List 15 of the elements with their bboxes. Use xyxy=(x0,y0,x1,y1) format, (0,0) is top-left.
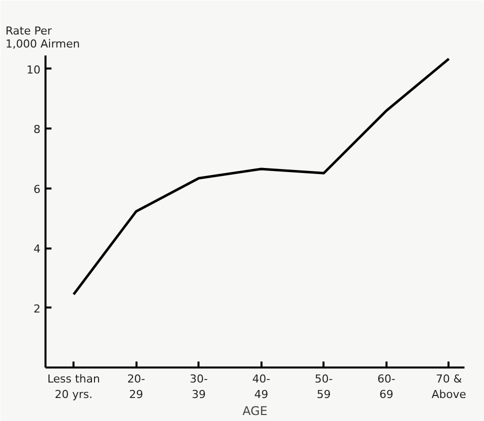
y-tick-label: 2 xyxy=(34,302,40,316)
y-tick-label: 10 xyxy=(26,63,41,76)
y-axis-title: Rate Per 1,000 Airmen xyxy=(6,24,80,50)
x-tick-label: 20- 29 xyxy=(127,372,146,402)
x-tick-label: 40- 49 xyxy=(252,372,270,402)
x-tick-label: 30- 39 xyxy=(190,372,208,402)
x-tick-label: 50- 59 xyxy=(314,372,333,402)
x-tick-label: Less than 20 yrs. xyxy=(47,372,100,402)
line-series xyxy=(72,58,450,296)
y-tick-label: 8 xyxy=(34,123,40,136)
x-tick-label: 70 & Above xyxy=(432,372,466,402)
x-tick-label: 60- 69 xyxy=(377,372,396,402)
y-tick-label: 6 xyxy=(34,182,40,196)
y-tick-label: 4 xyxy=(34,242,40,256)
x-axis-title: AGE xyxy=(242,404,268,418)
